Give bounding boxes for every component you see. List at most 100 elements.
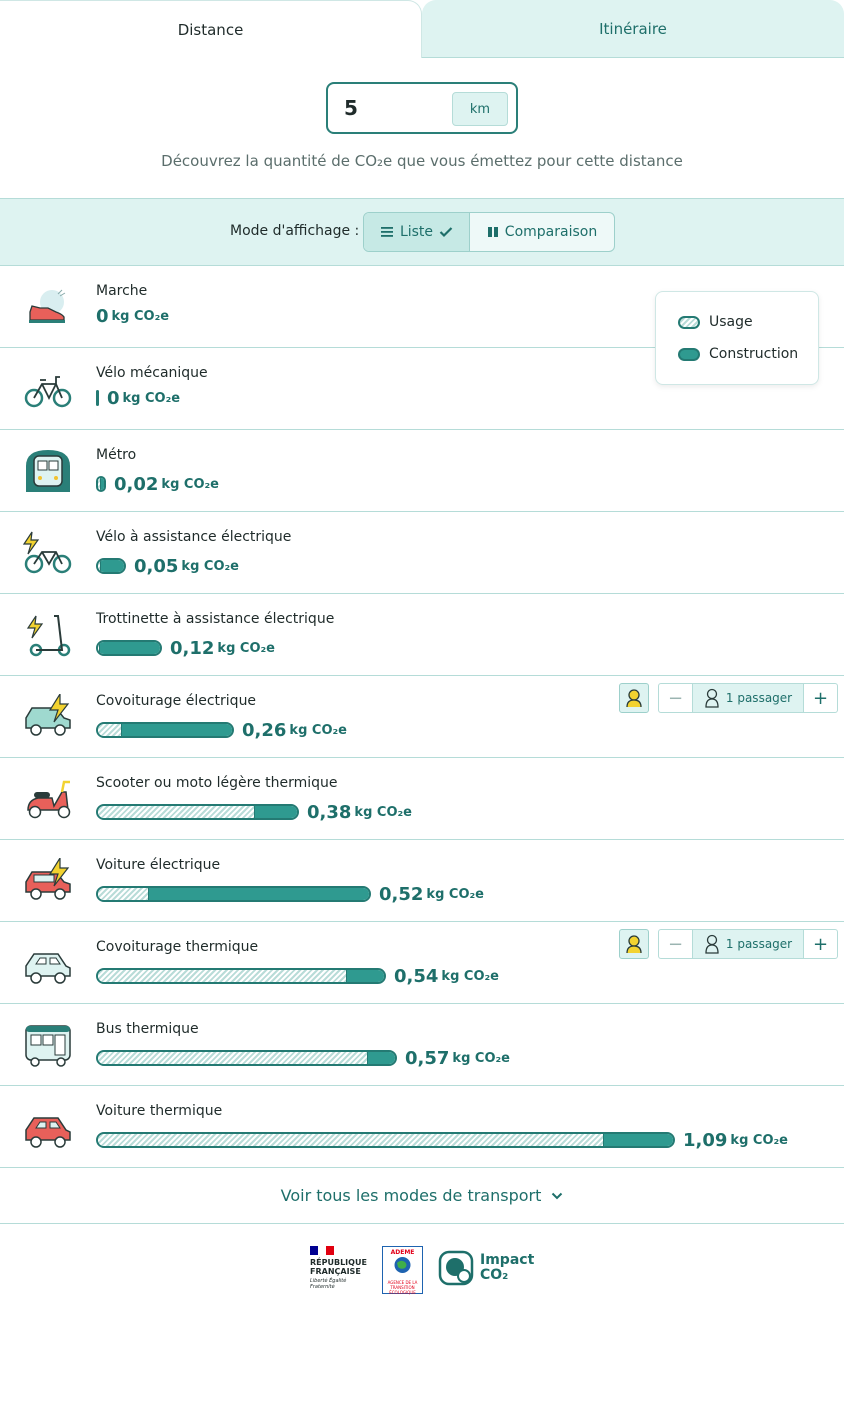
transport-name: Bus thermique <box>96 1021 199 1037</box>
emission-unit: kg CO₂e <box>111 308 170 324</box>
emission-line: 0,52 kg CO₂e <box>96 883 485 905</box>
electric-carpool-icon <box>25 694 71 736</box>
emission-value: 0 <box>107 387 120 409</box>
usage-swatch <box>678 315 700 329</box>
display-mode-toggle: Liste Comparaison <box>363 212 615 252</box>
emission-bar <box>96 1050 397 1066</box>
passenger-minus-button[interactable]: − <box>659 930 693 958</box>
emission-unit: kg CO₂e <box>161 476 220 492</box>
transport-name: Covoiturage thermique <box>96 939 259 955</box>
emission-value: 0 <box>96 305 109 327</box>
transport-name: Scooter ou moto légère thermique <box>96 775 338 791</box>
transport-name: Covoiturage électrique <box>96 693 257 709</box>
person-icon <box>705 934 719 954</box>
usage-segment <box>98 478 101 490</box>
passenger-stepper: − 1 passager + <box>658 929 838 959</box>
impact-text: Impact <box>480 1252 535 1268</box>
passenger-count-label: 1 passager <box>725 937 793 951</box>
emission-value: 0,12 <box>170 637 215 659</box>
driver-icon <box>626 689 642 708</box>
see-all-modes-button[interactable]: Voir tous les modes de transport <box>0 1168 844 1224</box>
usage-segment <box>98 724 123 736</box>
electric-car-icon <box>25 858 71 900</box>
driver-button[interactable] <box>619 683 649 713</box>
tab-distance[interactable]: Distance <box>0 0 422 58</box>
transport-row-voiture-thermique: Voiture thermique 1,09 kg CO₂e <box>0 1086 844 1168</box>
legend-usage: Usage <box>678 314 753 330</box>
mode-comparaison-button[interactable]: Comparaison <box>470 213 614 251</box>
construction-segment <box>149 888 369 900</box>
passenger-count: 1 passager <box>693 684 803 712</box>
mode-liste-label: Liste <box>399 224 434 240</box>
emission-line: 0,12 kg CO₂e <box>96 637 276 659</box>
emission-unit: kg CO₂e <box>122 390 181 406</box>
emission-value: 0,02 <box>114 473 159 495</box>
emission-unit: kg CO₂e <box>441 968 500 984</box>
carpool-car-icon <box>25 953 71 984</box>
emission-line: 0,57 kg CO₂e <box>96 1047 511 1069</box>
transport-row-bus: Bus thermique 0,57 kg CO₂e <box>0 1004 844 1086</box>
construction-segment <box>368 1052 395 1064</box>
transport-name: Vélo à assistance électrique <box>96 529 292 545</box>
display-mode-bar: Mode d'affichage : Liste Comparaison <box>0 198 844 266</box>
transport-name: Métro <box>96 447 137 463</box>
electric-scooter-icon <box>26 615 71 657</box>
usage-segment <box>98 1052 369 1064</box>
construction-segment <box>101 478 104 490</box>
footer-logos: RÉPUBLIQUE FRANÇAISE Liberté Égalité Fra… <box>0 1240 844 1300</box>
emission-unit: kg CO₂e <box>426 886 485 902</box>
emission-unit: kg CO₂e <box>354 804 413 820</box>
transport-name: Trottinette à assistance électrique <box>96 611 335 627</box>
transport-row-trottinette: Trottinette à assistance électrique 0,12… <box>0 594 844 676</box>
republique-francaise-logo: RÉPUBLIQUE FRANÇAISE Liberté Égalité Fra… <box>310 1246 372 1290</box>
emission-value: 0,57 <box>405 1047 450 1069</box>
legend-construction-label: Construction <box>709 346 799 362</box>
metro-icon <box>26 450 70 492</box>
emission-unit: kg CO₂e <box>289 722 348 738</box>
ademe-name: ADEME <box>390 1249 415 1256</box>
passenger-plus-button[interactable]: + <box>803 930 837 958</box>
passenger-count-label: 1 passager <box>725 691 793 705</box>
ademe-subtitle: AGENCE DE LA TRANSITION ÉCOLOGIQUE <box>387 1280 418 1295</box>
rf-text-1: RÉPUBLIQUE <box>310 1258 367 1267</box>
emission-bar <box>96 558 126 574</box>
tab-distance-label: Distance <box>177 20 244 39</box>
rf-text-2: FRANÇAISE <box>310 1267 361 1276</box>
emission-unit: kg CO₂e <box>217 640 276 656</box>
chevron-down-icon <box>552 1192 563 1199</box>
passenger-plus-button[interactable]: + <box>803 684 837 712</box>
emission-value: 0,54 <box>394 965 439 987</box>
tab-bar: Distance Itinéraire <box>0 0 844 58</box>
driver-button[interactable] <box>619 929 649 959</box>
mode-comparaison-label: Comparaison <box>504 224 598 240</box>
motor-scooter-icon <box>27 780 71 819</box>
tab-itineraire[interactable]: Itinéraire <box>422 0 844 58</box>
emission-bar <box>96 886 371 902</box>
transport-row-covoiturage-thermique: Covoiturage thermique 0,54 kg CO₂e − 1 p… <box>0 922 844 1004</box>
emission-line: 0,05 kg CO₂e <box>96 555 239 577</box>
transport-row-voiture-electrique: Voiture électrique 0,52 kg CO₂e <box>0 840 844 922</box>
emission-unit: kg CO₂e <box>452 1050 511 1066</box>
transport-row-vae: Vélo à assistance électrique 0,05 kg CO₂… <box>0 512 844 594</box>
emission-value: 0,52 <box>379 883 424 905</box>
usage-segment <box>98 806 256 818</box>
passenger-controls: − 1 passager + <box>619 929 838 959</box>
passenger-count: 1 passager <box>693 930 803 958</box>
list-icon <box>380 227 393 237</box>
emission-value: 0,38 <box>307 801 352 823</box>
emission-value: 1,09 <box>683 1129 728 1151</box>
emission-bar <box>96 722 234 738</box>
french-flag-icon <box>310 1246 334 1255</box>
passenger-minus-button[interactable]: − <box>659 684 693 712</box>
construction-segment <box>255 806 297 818</box>
emission-bar <box>96 968 386 984</box>
usage-segment <box>98 560 101 572</box>
distance-input[interactable] <box>344 94 454 122</box>
construction-segment <box>122 724 232 736</box>
emission-value: 0,05 <box>134 555 179 577</box>
mode-liste-button[interactable]: Liste <box>364 213 470 251</box>
construction-segment <box>99 642 160 654</box>
emission-line: 0,02 kg CO₂e <box>96 473 220 495</box>
rf-motto: Liberté Égalité Fraternité <box>310 1278 347 1290</box>
construction-swatch <box>678 347 700 361</box>
